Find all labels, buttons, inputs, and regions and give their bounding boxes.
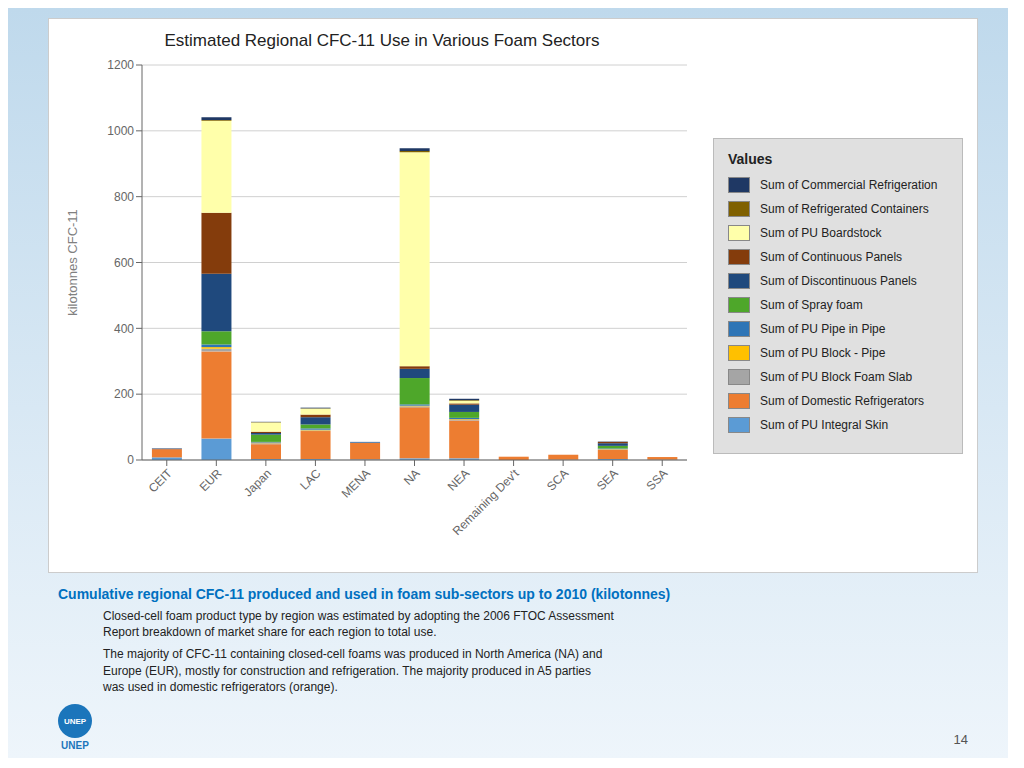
svg-text:SCA: SCA	[544, 466, 571, 493]
svg-text:NA: NA	[401, 466, 423, 488]
svg-text:SSA: SSA	[643, 466, 670, 493]
html-text:Sum of Continuous Panels: Sum of Continuous Panels	[760, 249, 903, 264]
html-text:UNEP: UNEP	[63, 716, 87, 726]
svg-text:200: 200	[114, 387, 134, 401]
html-text:Sum of Commercial Refrigeratio: Sum of Commercial Refrigeration	[760, 177, 938, 192]
html-text:Estimated Regional CFC-11 Use: Estimated Regional CFC-11 Use in Various…	[164, 31, 600, 50]
svg-text:Remaining Dev't: Remaining Dev't	[450, 466, 522, 538]
html-text:Sum of Spray foam: Sum of Spray foam	[760, 297, 863, 312]
svg-text:EUR: EUR	[197, 466, 225, 494]
svg-text:600: 600	[114, 256, 134, 270]
html-text:Closed-cell foam product type: Closed-cell foam product type by region …	[103, 609, 614, 640]
svg-text:1000: 1000	[107, 124, 134, 138]
svg-text:1200: 1200	[107, 58, 134, 72]
html-text:Sum of Refrigerated Containers: Sum of Refrigerated Containers	[760, 201, 929, 216]
svg-text:kilotonnes CFC-11: kilotonnes CFC-11	[65, 209, 80, 316]
html-text:Sum of PU Block - Pipe: Sum of PU Block - Pipe	[760, 345, 886, 360]
svg-text:0: 0	[127, 453, 134, 467]
html-text:Sum of Discontinuous Panels: Sum of Discontinuous Panels	[760, 273, 917, 288]
html-text:Sum of PU Pipe in Pipe: Sum of PU Pipe in Pipe	[760, 321, 886, 336]
html-text:14: 14	[953, 732, 968, 747]
svg-text:MENA: MENA	[339, 466, 373, 500]
html-text:Sum of Domestic Refrigerators: Sum of Domestic Refrigerators	[760, 393, 925, 408]
svg-text:800: 800	[114, 190, 134, 204]
html-text:Sum of PU Integral Skin: Sum of PU Integral Skin	[760, 417, 889, 432]
svg-text:NEA: NEA	[445, 466, 472, 493]
svg-text:Japan: Japan	[241, 466, 274, 499]
html-text:Cumulative regional CFC-11 pro: Cumulative regional CFC-11 produced and …	[58, 586, 671, 602]
svg-text:CEIT: CEIT	[146, 466, 176, 496]
html-text:The majority of CFC-11 contain: The majority of CFC-11 containing closed…	[103, 647, 603, 694]
svg-text:400: 400	[114, 322, 134, 336]
html-text:Values: Values	[728, 150, 773, 167]
html-text:UNEP: UNEP	[61, 740, 89, 751]
html-text:Sum of PU Block Foam Slab: Sum of PU Block Foam Slab	[760, 369, 913, 384]
svg-text:SEA: SEA	[594, 466, 621, 493]
svg-text:LAC: LAC	[297, 466, 324, 493]
html-text:Sum of PU Boardstock: Sum of PU Boardstock	[760, 225, 882, 240]
